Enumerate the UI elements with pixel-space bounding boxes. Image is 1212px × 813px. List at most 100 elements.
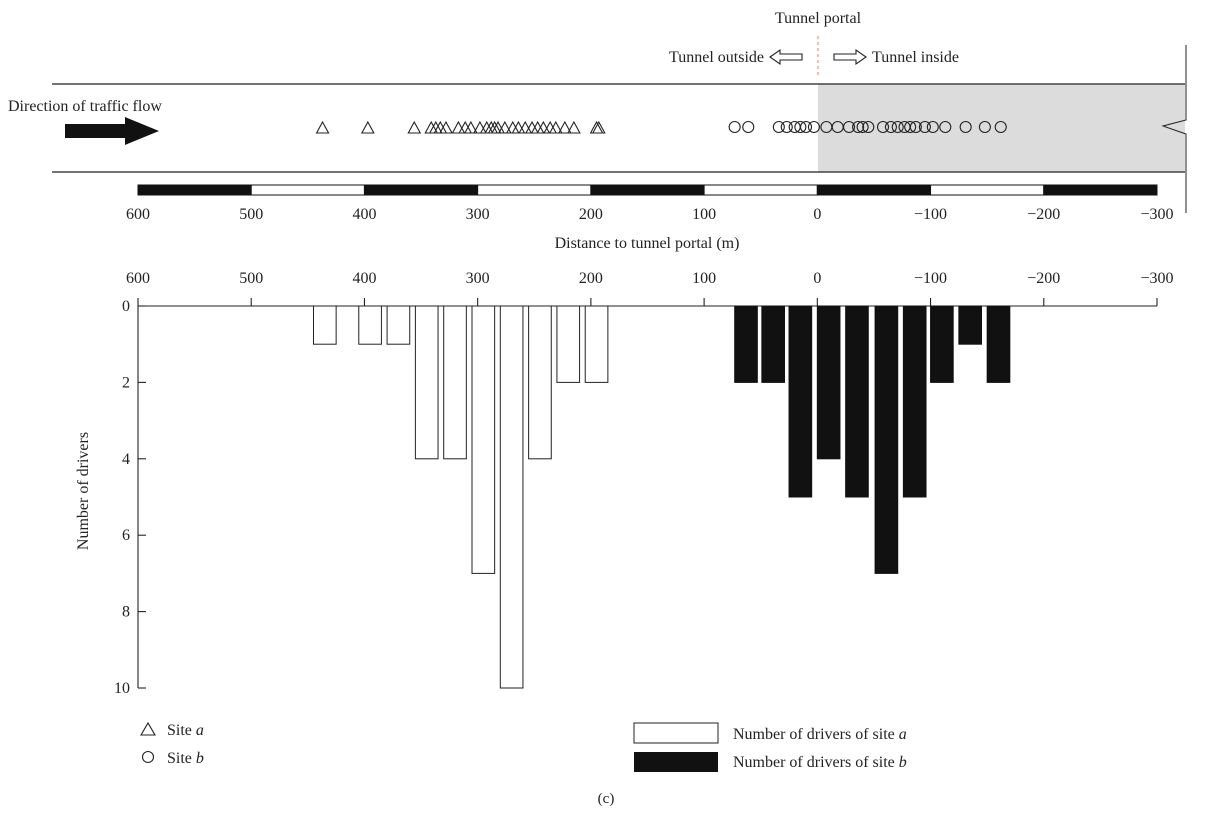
site-b-marker	[852, 120, 865, 134]
site-a-markers	[315, 120, 606, 134]
site-a-marker	[360, 120, 375, 134]
bar-site-a	[358, 305, 382, 345]
scale-tick-label: 0	[813, 206, 821, 223]
tunnel-inside-area	[818, 84, 1185, 172]
site-a-marker	[473, 120, 487, 134]
scale-segment	[590, 184, 705, 196]
y-tick-label: 4	[122, 451, 130, 468]
bars	[312, 305, 1011, 689]
y-tick-label: 2	[122, 374, 130, 391]
x-axis-label: Distance to tunnel portal (m)	[555, 235, 740, 252]
site-b-marker	[904, 120, 917, 134]
site-b-marker	[891, 120, 904, 134]
site-a-marker	[536, 120, 551, 134]
scale-tick-label: −300	[1140, 206, 1173, 223]
site-b-markers	[728, 120, 1007, 134]
site-a-marker	[511, 120, 526, 134]
y-axis-label: Number of drivers	[75, 432, 92, 550]
tunnel-inside-label: Tunnel inside	[872, 49, 959, 66]
right-outline-arrow-icon	[833, 48, 867, 66]
bar-site-a	[414, 305, 439, 460]
site-b-marker	[728, 120, 741, 134]
x-tick-label: 0	[813, 270, 821, 287]
left-outline-arrow-icon	[769, 48, 803, 66]
bar-site-b	[958, 305, 983, 345]
site-a-marker	[451, 120, 466, 134]
x-tick-label: 100	[692, 270, 716, 287]
bar-site-a	[499, 305, 524, 689]
traffic-direction-label: Direction of traffic flow	[8, 98, 162, 115]
figure-caption: (c)	[598, 791, 615, 807]
site-a-marker	[589, 120, 604, 134]
x-tick-label: 200	[579, 270, 603, 287]
scale-segment	[363, 184, 479, 196]
break-mark	[1161, 45, 1187, 213]
scale-tick-label: 400	[352, 206, 376, 223]
site-b-marker	[994, 120, 1007, 134]
bar-site-a	[443, 305, 467, 460]
scale-tick-label: 600	[126, 206, 150, 223]
legend-bars-a: Number of drivers of site a	[733, 726, 907, 743]
site-a-marker	[591, 120, 606, 134]
bar-site-a	[528, 305, 552, 460]
site-b-marker	[876, 120, 890, 134]
y-tick-label: 6	[122, 527, 130, 544]
bar-site-a	[584, 305, 609, 383]
scale-segment	[703, 184, 818, 196]
site-a-marker	[407, 120, 422, 134]
site-a-marker	[557, 120, 572, 134]
scale-tick-label: 500	[239, 206, 263, 223]
scale-tick-label: −100	[914, 206, 947, 223]
legend: Site a Site b Number of drivers of site …	[140, 721, 907, 772]
bar-site-a	[556, 305, 581, 383]
site-b-marker	[742, 120, 755, 134]
scale-segment	[477, 184, 592, 196]
bar-site-b	[874, 305, 899, 574]
bar-site-b	[930, 305, 954, 383]
bar-site-a	[312, 305, 337, 345]
site-b-marker	[807, 120, 820, 134]
traffic-arrow-icon	[65, 117, 159, 145]
bar-site-b	[734, 305, 758, 383]
site-b-marker	[780, 120, 793, 134]
site-a-marker	[463, 120, 478, 134]
site-a-marker	[518, 120, 533, 134]
site-a-marker	[566, 120, 581, 134]
scale-bar	[137, 184, 1158, 196]
site-b-marker	[939, 120, 952, 134]
site-b-marker	[884, 120, 897, 134]
y-axis: 0 2 4 6 8 10	[114, 298, 146, 697]
scale-segment	[816, 184, 932, 196]
bar-site-a	[471, 305, 496, 574]
scale-segment	[250, 184, 365, 196]
bar-site-b	[816, 305, 841, 460]
site-a-marker	[439, 120, 453, 134]
bar-site-a	[386, 305, 411, 345]
x-tick-label: 400	[352, 270, 376, 287]
bar-site-b	[902, 305, 927, 498]
scale-bar-labels: 600 500 400 300 200 100 0 −100 −200 −300	[126, 206, 1174, 223]
site-b-marker	[959, 120, 972, 134]
x-tick-label: 300	[466, 270, 490, 287]
site-b-marker	[909, 120, 922, 134]
site-b-marker	[862, 120, 875, 134]
bar-site-b	[761, 305, 785, 383]
bar-site-b	[845, 305, 869, 498]
bar-site-b	[986, 305, 1011, 383]
portal-label: Tunnel portal	[775, 10, 862, 27]
site-b-marker	[926, 120, 939, 134]
scale-tick-label: 200	[579, 206, 603, 223]
legend-site-a: Site a	[167, 722, 204, 739]
histogram: 600 500 400 300 200 100 0 −100 −200 −300 0246810 …	[75, 270, 1174, 697]
x-tick-label: −200	[1027, 270, 1060, 287]
y-tick-label: 10	[114, 680, 130, 697]
tunnel-outside-label: Tunnel outside	[669, 49, 764, 66]
site-b-marker	[794, 120, 807, 134]
x-tick-label: 500	[239, 270, 263, 287]
x-tick-label: −300	[1140, 270, 1173, 287]
site-b-marker	[772, 120, 785, 134]
legend-triangle-icon	[140, 721, 156, 736]
scale-tick-label: 100	[692, 206, 716, 223]
site-b-marker	[918, 120, 931, 134]
